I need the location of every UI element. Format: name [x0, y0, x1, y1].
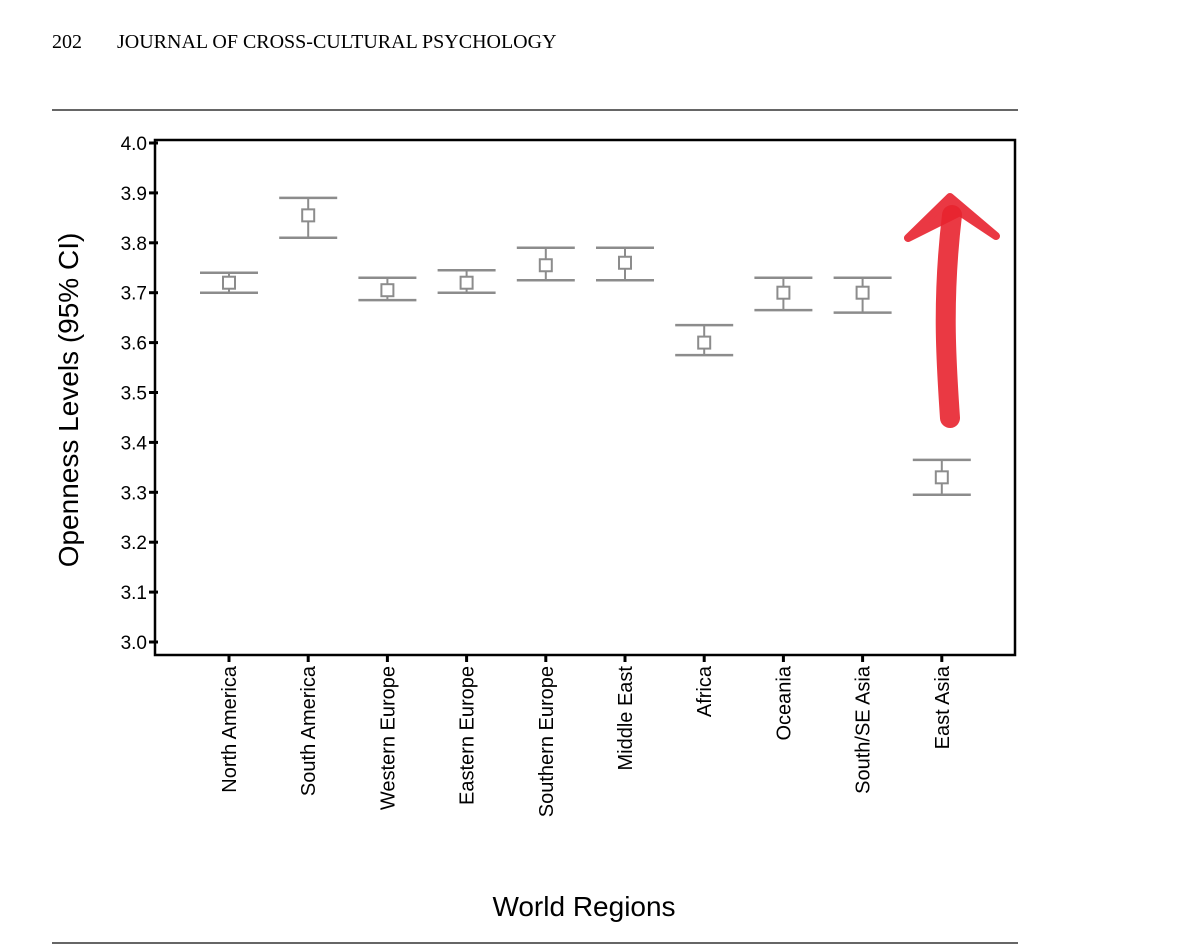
- x-tick-label: Southern Europe: [536, 666, 558, 817]
- x-tick-label: South/SE Asia: [853, 665, 875, 794]
- journal-title: JOURNAL OF CROSS-CULTURAL PSYCHOLOGY: [117, 31, 557, 53]
- x-axis-title: World Regions: [492, 891, 675, 922]
- mean-marker: [934, 470, 949, 485]
- y-tick-label: 3.1: [121, 583, 147, 604]
- mean-marker: [618, 255, 632, 270]
- mean-marker: [380, 283, 395, 298]
- y-tick-label: 3.0: [121, 633, 147, 654]
- mean-marker: [222, 275, 236, 290]
- x-tick-label: Oceania: [773, 665, 795, 740]
- annotation-arrow: [904, 193, 1000, 428]
- y-axis-title: Openness Levels (95% CI): [53, 233, 84, 568]
- y-tick-label: 3.3: [121, 483, 147, 504]
- mean-marker: [855, 285, 870, 300]
- page-number: 202: [52, 31, 82, 53]
- y-tick-label: 3.4: [121, 433, 148, 454]
- x-tick-label: South America: [298, 665, 320, 796]
- plot-frame: [153, 138, 1017, 657]
- y-tick-label: 3.8: [121, 234, 147, 255]
- x-tick-label: East Asia: [932, 665, 954, 749]
- mean-marker: [459, 275, 474, 290]
- y-tick-label: 4.0: [121, 134, 147, 155]
- y-tick-label: 3.6: [121, 334, 147, 355]
- mean-marker: [776, 285, 791, 300]
- mean-marker: [301, 208, 316, 223]
- x-tick-label: Middle East: [615, 666, 637, 771]
- y-tick-label: 3.7: [121, 284, 147, 305]
- x-tick-label: Eastern Europe: [457, 666, 479, 805]
- y-tick-label: 3.5: [121, 384, 147, 405]
- x-tick-label: North America: [219, 665, 241, 793]
- mean-marker: [697, 335, 712, 350]
- y-tick-label: 3.2: [121, 533, 147, 554]
- x-tick-label: Africa: [694, 665, 716, 717]
- y-tick-label: 3.9: [121, 184, 147, 205]
- mean-marker: [538, 258, 553, 273]
- x-tick-label: Western Europe: [377, 666, 399, 810]
